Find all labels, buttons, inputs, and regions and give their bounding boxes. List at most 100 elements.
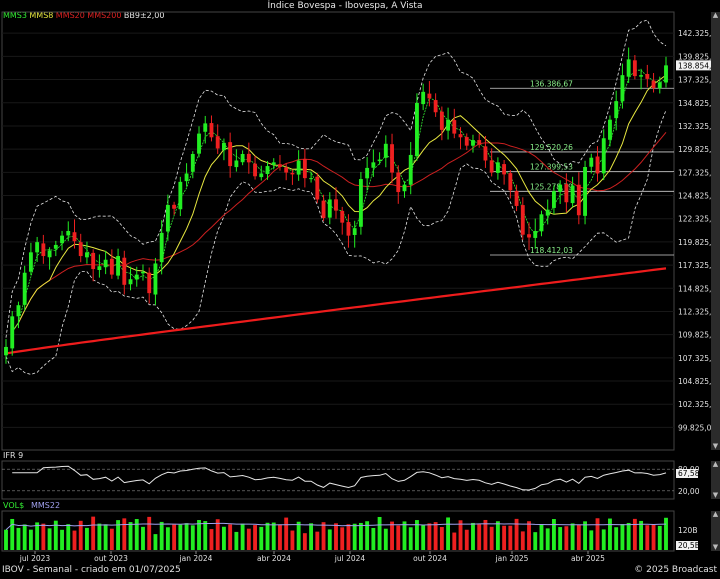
candle-body: [122, 257, 127, 285]
candle-body: [477, 140, 482, 145]
volume-bar: [558, 527, 563, 550]
candle-body: [41, 243, 46, 257]
y-tick-label: 107.325,00: [678, 354, 720, 363]
candle-body: [377, 159, 382, 162]
volume-bar: [78, 520, 83, 550]
candle-body: [234, 160, 239, 168]
volume-bar: [564, 526, 569, 550]
x-tick-label: jan 2024: [179, 554, 213, 563]
candle-body: [184, 173, 189, 182]
volume-bar: [16, 527, 21, 550]
volume-bar: [197, 520, 201, 550]
candle-body: [514, 191, 519, 206]
volume-bar: [396, 525, 401, 550]
legend-item: MMS200: [87, 11, 121, 20]
scroll-down-icon[interactable]: ▼: [712, 491, 719, 499]
candle-body: [539, 214, 544, 232]
volume-bar: [265, 522, 270, 550]
y-tick-label: 119.825,00: [678, 238, 720, 247]
candle-body: [340, 210, 345, 223]
ifr-last-label: 67,58: [678, 469, 700, 478]
volume-bar: [477, 524, 482, 550]
price-scrollbar[interactable]: ▲ ▼: [711, 12, 720, 450]
price-grid: [2, 32, 674, 428]
volume-mms22-line: [5, 522, 667, 531]
y-tick-label: 139.825,00: [678, 52, 720, 61]
candle-body: [309, 178, 314, 180]
candle-body: [116, 256, 121, 276]
candle-body: [16, 305, 21, 317]
volume-bar: [583, 521, 587, 550]
scroll-down-icon[interactable]: ▼: [712, 543, 719, 551]
scroll-up-icon[interactable]: ▲: [712, 11, 719, 19]
volume-bar: [10, 518, 15, 550]
candle-body: [608, 119, 612, 140]
volume-bar: [296, 521, 301, 550]
volume-bar: [309, 523, 314, 550]
candle-body: [190, 154, 195, 172]
volume-last-tag: [676, 541, 698, 550]
candle-body: [60, 235, 64, 244]
candle-body: [78, 242, 83, 257]
volume-bar: [570, 523, 575, 550]
candle-body: [334, 199, 338, 211]
volume-bar: [228, 524, 233, 550]
volume-bar: [35, 522, 40, 550]
candle-body: [527, 234, 531, 238]
indicator-legend: MMS3 MMS8 MMS20 MMS200 BB9±2,00: [3, 11, 164, 20]
volume-bar: [122, 518, 127, 550]
candle-body: [415, 102, 419, 157]
volume-bar: [165, 527, 170, 550]
candle-body: [147, 272, 152, 294]
mms20-line: [18, 131, 667, 324]
volume-bar: [284, 517, 289, 550]
volume-panel: 120B 20,5B: [4, 516, 700, 550]
legend-item: MMS20: [56, 11, 85, 20]
candle-body: [290, 172, 295, 175]
y-tick-label: 124.825,00: [678, 192, 720, 201]
candle-body: [265, 166, 270, 175]
volume-legend-item: MMS22: [31, 501, 60, 510]
volume-bar: [551, 519, 556, 550]
candle-body: [278, 164, 282, 167]
volume-bar: [439, 526, 444, 550]
ifr-scrollbar[interactable]: ▲ ▼: [711, 461, 720, 499]
volume-bar: [278, 524, 282, 550]
volume-legend-item: VOL$: [3, 501, 24, 510]
candle-body: [452, 120, 457, 134]
volume-bar: [215, 519, 220, 550]
volume-bar: [358, 522, 363, 550]
candle-body: [4, 346, 8, 356]
volume-bar: [664, 517, 668, 550]
volume-bar: [433, 522, 438, 550]
candle-body: [551, 191, 556, 208]
volume-scrollbar[interactable]: ▲ ▼: [711, 511, 720, 551]
candle-body: [47, 250, 52, 258]
fib-level-label: 129.520,26: [530, 143, 573, 152]
volume-bar: [589, 530, 594, 550]
candle-body: [22, 272, 27, 305]
y-tick-label: 112.325,00: [678, 307, 720, 316]
legend-item: MMS3: [3, 11, 27, 20]
volume-bar: [134, 519, 139, 550]
scroll-up-icon[interactable]: ▲: [712, 460, 719, 468]
candle-body: [533, 231, 538, 238]
candle-body: [35, 242, 40, 253]
volume-bar: [415, 520, 419, 550]
volume-bar: [639, 520, 644, 550]
volume-bar: [240, 523, 245, 550]
volume-bar: [489, 526, 494, 550]
candle-body: [153, 263, 158, 295]
volume-bar: [377, 516, 382, 550]
scroll-up-icon[interactable]: ▲: [712, 510, 719, 518]
volume-bar: [259, 526, 264, 550]
y-tick-label: 117.325,00: [678, 261, 720, 270]
candle-body: [371, 162, 376, 168]
ifr-tick-label: 20,00: [678, 487, 700, 496]
volume-bar: [539, 524, 544, 550]
y-tick-label: 137.325,00: [678, 76, 720, 85]
candle-body: [664, 65, 668, 83]
volume-bar: [22, 524, 27, 550]
scroll-down-icon[interactable]: ▼: [712, 442, 719, 450]
